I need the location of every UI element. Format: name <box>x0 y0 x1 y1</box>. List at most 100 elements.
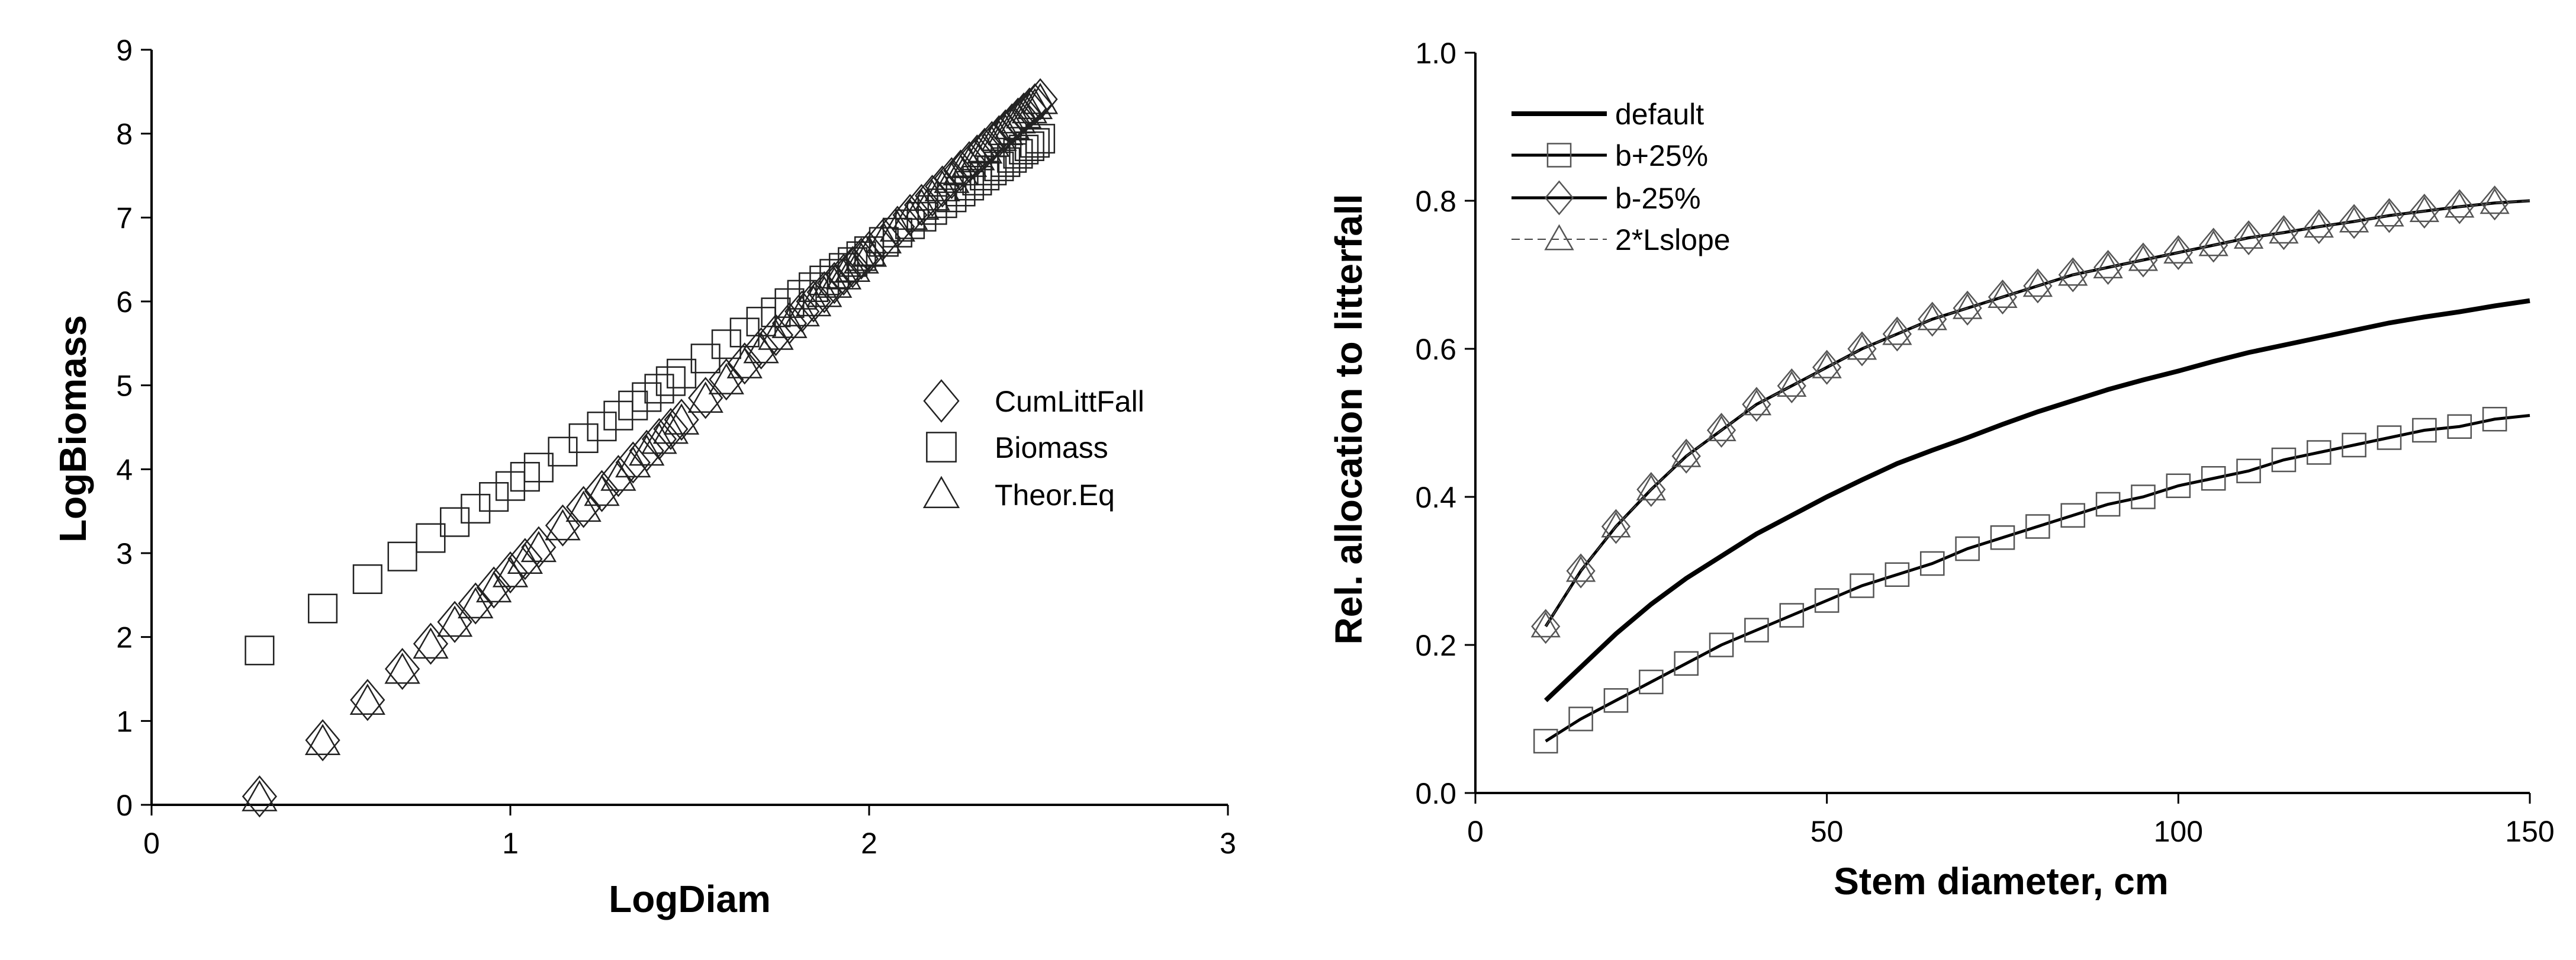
x-tick-label: 1 <box>502 827 519 860</box>
data-point <box>1955 536 1980 561</box>
data-point <box>641 422 677 454</box>
data-point <box>1882 319 1912 345</box>
data-point <box>493 551 528 594</box>
series-line <box>1543 298 2530 702</box>
data-point <box>1636 471 1666 508</box>
data-point <box>1020 128 1050 158</box>
data-point <box>1779 603 1805 628</box>
y-tick-label: 0.2 <box>1415 629 1456 662</box>
data-point <box>507 538 543 580</box>
data-point <box>1566 553 1596 589</box>
data-point <box>2022 271 2053 297</box>
data-point <box>510 462 540 492</box>
data-point <box>1742 387 1771 422</box>
data-point <box>603 400 633 431</box>
data-point <box>914 179 950 211</box>
data-point <box>924 170 960 201</box>
data-point <box>784 295 820 327</box>
data-point <box>2445 191 2475 218</box>
y-tick-label: 6 <box>116 285 133 319</box>
legend-marker <box>922 476 960 508</box>
data-point <box>758 318 794 350</box>
legend-marker <box>1546 143 1572 168</box>
series-2-lslope <box>1530 188 2530 638</box>
data-point <box>2025 514 2050 539</box>
data-point <box>242 780 278 811</box>
data-point <box>629 434 665 466</box>
data-point <box>458 582 493 625</box>
data-point <box>1847 331 1877 367</box>
left-y-axis-title: LogBiomass <box>52 315 94 542</box>
data-point <box>981 120 1017 151</box>
y-tick-label: 2 <box>116 621 133 654</box>
data-point <box>2412 418 2437 443</box>
legend-entry: default <box>1511 98 1704 131</box>
data-point <box>1953 290 1982 326</box>
data-point <box>384 647 420 691</box>
data-point <box>600 455 636 497</box>
y-tick-label: 0.6 <box>1415 333 1456 366</box>
data-point <box>1011 92 1048 124</box>
data-point <box>2409 195 2440 222</box>
data-point <box>2166 473 2191 499</box>
y-tick-label: 0.4 <box>1415 481 1456 514</box>
data-point <box>825 258 862 290</box>
data-point <box>1706 415 1736 441</box>
data-point <box>245 635 275 666</box>
data-point <box>1601 509 1631 544</box>
data-point <box>565 486 602 528</box>
data-point <box>600 459 636 491</box>
legend-label: 2*Lslope <box>1615 223 1731 256</box>
data-point <box>2128 245 2159 271</box>
data-point <box>2304 211 2334 238</box>
legend-label: CumLittFall <box>995 385 1144 418</box>
series-theor-eq <box>242 82 1059 811</box>
data-point <box>727 342 763 385</box>
data-point <box>1671 438 1701 474</box>
data-point <box>903 184 940 226</box>
legend-marker <box>926 432 957 463</box>
data-point <box>2339 206 2369 233</box>
data-point <box>416 523 446 553</box>
data-point <box>615 446 651 478</box>
data-point <box>2480 185 2510 221</box>
data-point <box>495 471 526 501</box>
data-point <box>892 198 928 230</box>
data-point <box>352 564 382 594</box>
data-point <box>1531 609 1561 644</box>
data-point <box>1639 669 1664 695</box>
y-tick-label: 1.0 <box>1415 37 1456 70</box>
data-point <box>1847 333 1877 360</box>
data-point <box>2060 503 2086 528</box>
series-default <box>1543 298 2530 702</box>
data-point <box>618 390 648 420</box>
y-tick-label: 8 <box>116 118 133 151</box>
data-point <box>1003 139 1033 169</box>
data-point <box>1025 124 1056 154</box>
legend-entry: 2*Lslope <box>1511 223 1731 256</box>
data-point <box>879 210 916 242</box>
data-point <box>851 230 887 273</box>
data-point <box>350 679 385 721</box>
data-point <box>828 253 859 283</box>
data-point <box>492 556 529 587</box>
data-point <box>565 490 602 522</box>
data-point <box>2234 220 2263 256</box>
data-point <box>242 775 278 818</box>
data-point <box>2269 217 2299 244</box>
y-tick-label: 3 <box>116 537 133 570</box>
x-tick-label: 0 <box>1467 815 1484 848</box>
data-point <box>2058 257 2088 293</box>
data-point <box>2198 230 2228 256</box>
data-point <box>924 165 960 208</box>
data-point <box>771 307 808 338</box>
data-point <box>2445 189 2474 224</box>
data-point <box>1918 301 1947 337</box>
legend-entry: Biomass <box>926 431 1108 464</box>
data-point <box>2131 484 2156 509</box>
legend-entry: CumLittFall <box>923 379 1144 423</box>
data-point <box>2479 188 2510 214</box>
data-point <box>2093 252 2123 278</box>
data-point <box>1603 688 1629 713</box>
